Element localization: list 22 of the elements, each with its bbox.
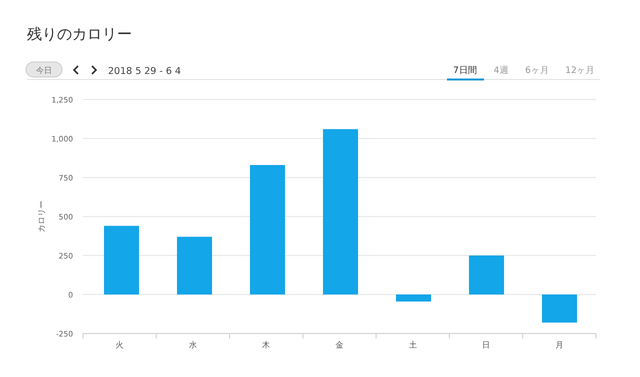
x-tick-label: 水 <box>188 340 197 350</box>
bar <box>542 294 578 323</box>
x-tick-label: 土 <box>408 340 417 350</box>
text: 7日間 <box>453 65 477 76</box>
chart-title: 残りのカロリー <box>27 25 132 43</box>
x-tick-label: 火 <box>116 340 124 350</box>
bar <box>250 165 286 294</box>
bar <box>396 294 432 302</box>
x-tick-label: 金 <box>336 340 344 350</box>
y-axis-title: カロリー <box>37 200 46 232</box>
text: 6ヶ月 <box>525 66 549 76</box>
x-tick-label: 日 <box>482 340 490 350</box>
text: 12ヶ月 <box>565 66 595 76</box>
text: 今日 <box>36 66 52 75</box>
bar <box>322 129 358 294</box>
bar <box>176 236 212 294</box>
bar <box>104 226 140 294</box>
x-tick-label: 月 <box>555 340 564 350</box>
text: 4週 <box>494 65 508 76</box>
chart-subtitle: 2018 5 29 - 6 4 <box>108 66 181 77</box>
bar <box>468 256 504 294</box>
x-tick-label: 木 <box>262 340 270 350</box>
